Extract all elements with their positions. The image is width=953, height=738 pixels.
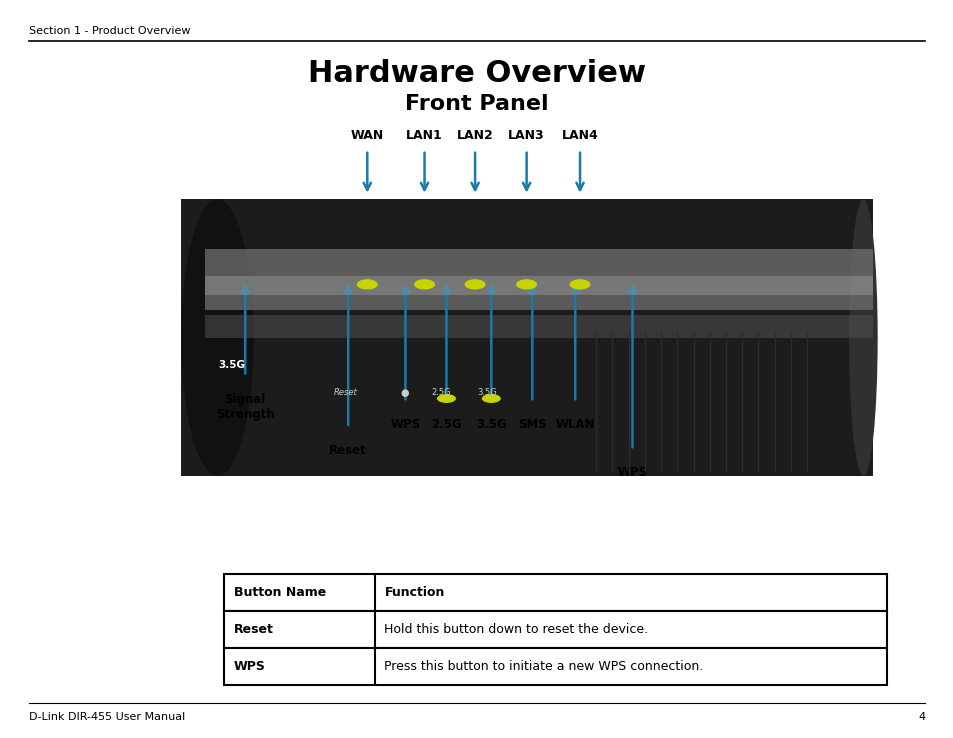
- Ellipse shape: [481, 394, 500, 403]
- Ellipse shape: [569, 279, 590, 289]
- Ellipse shape: [356, 279, 377, 289]
- Text: Front Panel: Front Panel: [405, 94, 548, 114]
- Text: 3.5G: 3.5G: [476, 418, 506, 432]
- Text: Function: Function: [384, 586, 444, 599]
- Ellipse shape: [181, 199, 253, 476]
- Ellipse shape: [436, 394, 456, 403]
- Bar: [224, 611, 886, 648]
- Text: 3.5G: 3.5G: [477, 388, 497, 398]
- Text: LAN1: LAN1: [406, 128, 442, 142]
- Bar: [205, 249, 872, 310]
- Text: WPS: WPS: [233, 660, 265, 673]
- Ellipse shape: [414, 279, 435, 289]
- Text: WPS: WPS: [617, 466, 647, 480]
- Text: Button Name: Button Name: [233, 586, 326, 599]
- Text: Hardware Overview: Hardware Overview: [308, 59, 645, 88]
- Ellipse shape: [464, 279, 485, 289]
- Ellipse shape: [848, 199, 877, 476]
- Text: Reset: Reset: [334, 388, 356, 398]
- Text: WLAN: WLAN: [555, 418, 595, 432]
- Text: LAN2: LAN2: [456, 128, 493, 142]
- Text: 2.5G: 2.5G: [431, 418, 461, 432]
- Bar: [205, 277, 872, 294]
- Bar: [224, 648, 886, 685]
- Text: Press this button to initiate a new WPS connection.: Press this button to initiate a new WPS …: [384, 660, 703, 673]
- Text: D-Link DIR-455 User Manual: D-Link DIR-455 User Manual: [29, 712, 185, 723]
- Bar: [224, 574, 886, 611]
- Text: 2.5G: 2.5G: [432, 388, 451, 398]
- Ellipse shape: [516, 279, 537, 289]
- Text: Signal
Strength: Signal Strength: [215, 393, 274, 421]
- Bar: [205, 316, 872, 338]
- Text: Reset: Reset: [329, 444, 367, 458]
- Text: Hold this button down to reset the device.: Hold this button down to reset the devic…: [384, 623, 648, 636]
- Text: LAN3: LAN3: [508, 128, 544, 142]
- Text: LAN4: LAN4: [561, 128, 598, 142]
- Bar: [181, 199, 872, 476]
- Text: 4: 4: [918, 712, 924, 723]
- Text: WAN: WAN: [351, 128, 383, 142]
- Text: Reset: Reset: [233, 623, 274, 636]
- Text: ●: ●: [400, 388, 408, 398]
- Text: 3.5G: 3.5G: [218, 360, 245, 370]
- Text: SMS: SMS: [517, 418, 546, 432]
- Text: WPS: WPS: [390, 418, 420, 432]
- Text: Section 1 - Product Overview: Section 1 - Product Overview: [29, 26, 190, 36]
